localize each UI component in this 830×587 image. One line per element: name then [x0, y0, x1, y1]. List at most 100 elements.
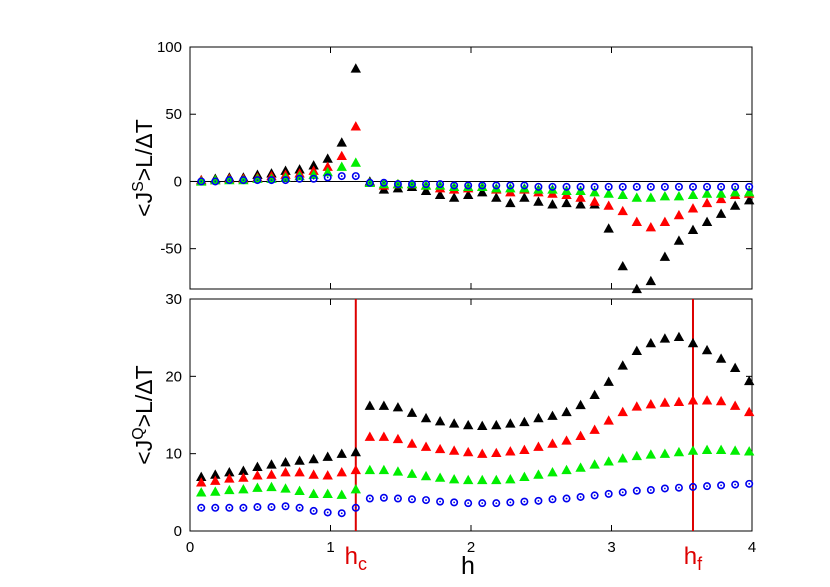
top-point-center-series-3: [467, 184, 470, 187]
top-point-center-series-3: [270, 179, 273, 182]
top-point-series-2: [547, 184, 558, 194]
top-point-center-series-3: [523, 184, 526, 187]
bottom-point-series-2: [210, 486, 221, 496]
bottom-point-series-2: [350, 484, 361, 494]
bottom-point-center-series-3: [214, 506, 217, 509]
bottom-point-center-series-3: [692, 486, 694, 488]
bottom-point-series-2: [519, 471, 530, 482]
bottom-point-series-3: [422, 496, 431, 505]
top-point-series-0: [673, 235, 685, 245]
bottom-point-center-series-3: [734, 483, 737, 486]
bottom-point-series-3: [379, 493, 388, 502]
bottom-point-series-0: [322, 451, 333, 461]
top-point-center-series-3: [214, 180, 217, 183]
bottom-point-series-1: [266, 469, 277, 479]
reference-label-f: hf: [684, 543, 703, 574]
bottom-point-series-0: [294, 455, 305, 465]
bottom-point-center-series-3: [720, 484, 722, 487]
top-point-series-2: [589, 187, 600, 197]
bottom-point-series-2: [505, 473, 516, 484]
top-point-series-0: [434, 189, 446, 200]
top-point-series-3: [618, 182, 627, 191]
top-point-series-2: [533, 184, 544, 194]
xtick-label: 4: [748, 539, 756, 556]
bottom-point-series-2: [561, 464, 572, 475]
top-point-center-series-3: [411, 183, 413, 186]
bottom-point-series-3: [674, 483, 683, 492]
bottom-data-points: [196, 331, 755, 518]
bottom-point-series-0: [715, 353, 727, 363]
top-point-series-3: [225, 176, 234, 185]
bottom-point-series-1: [673, 396, 685, 407]
top-point-series-1: [336, 150, 347, 161]
bottom-point-series-1: [238, 472, 249, 482]
bottom-point-series-2: [406, 468, 418, 478]
top-point-series-2: [350, 157, 361, 167]
bottom-point-series-2: [673, 446, 685, 457]
top-point-series-3: [717, 182, 726, 191]
top-point-center-series-3: [439, 183, 441, 186]
top-point-center-series-3: [284, 179, 287, 182]
bottom-point-center-series-3: [495, 502, 498, 505]
bottom-point-center-series-3: [607, 492, 610, 495]
top-point-series-2: [659, 191, 671, 201]
top-point-series-3: [562, 182, 571, 191]
bottom-point-series-0: [448, 418, 460, 428]
bottom-point-series-1: [491, 447, 502, 458]
bottom-point-series-3: [576, 492, 585, 501]
bottom-point-series-0: [561, 406, 572, 417]
bottom-point-series-3: [562, 494, 571, 503]
bottom-point-series-2: [659, 448, 671, 458]
bottom-point-series-0: [238, 465, 249, 475]
top-point-center-series-3: [692, 185, 694, 188]
bottom-point-center-series-3: [481, 502, 484, 505]
bottom-point-series-0: [364, 400, 376, 410]
bottom-point-series-2: [617, 453, 628, 463]
bottom-point-series-1: [224, 473, 235, 483]
top-point-center-series-3: [537, 185, 540, 188]
top-y-axis-label: <JS>L/ΔT: [130, 119, 157, 217]
top-point-series-0: [743, 195, 755, 205]
bottom-point-series-2: [533, 469, 544, 479]
bottom-point-series-0: [406, 407, 418, 417]
bottom-point-series-1: [196, 477, 207, 487]
top-point-series-2: [743, 187, 755, 197]
bottom-point-center-series-3: [649, 489, 652, 491]
bottom-point-series-0: [589, 389, 600, 400]
top-point-center-series-3: [734, 185, 737, 188]
bottom-point-series-3: [520, 497, 529, 506]
top-point-center-series-3: [354, 175, 357, 177]
bottom-plot-frame: [189, 298, 753, 532]
bottom-point-series-2: [743, 446, 755, 456]
top-point-center-series-3: [397, 183, 399, 186]
bottom-point-series-0: [575, 399, 586, 410]
top-point-center-series-3: [706, 185, 708, 188]
top-ytick-label: -50: [160, 241, 182, 258]
top-point-series-3: [295, 174, 304, 183]
top-point-series-1: [687, 203, 699, 213]
bottom-point-center-series-3: [228, 506, 231, 509]
top-point-series-3: [492, 181, 501, 190]
bottom-point-series-3: [632, 486, 641, 495]
bottom-point-series-3: [351, 503, 360, 512]
bottom-point-series-3: [197, 503, 206, 512]
top-point-series-2: [505, 182, 516, 193]
top-point-center-series-3: [326, 176, 329, 179]
bottom-point-series-1: [392, 433, 404, 444]
top-point-center-series-3: [312, 177, 315, 180]
top-point-series-3: [351, 172, 360, 181]
bottom-ytick-label: 20: [165, 368, 182, 385]
reference-label-main: h: [345, 543, 358, 570]
bottom-point-series-2: [687, 445, 699, 455]
top-point-series-3: [604, 182, 613, 191]
top-ytick-label: 50: [165, 106, 182, 123]
bottom-ylabel-main: <J: [131, 440, 157, 465]
top-point-series-2: [336, 161, 347, 171]
bottom-point-series-3: [688, 482, 697, 491]
bottom-point-center-series-3: [537, 499, 540, 502]
bottom-point-series-0: [477, 420, 488, 430]
reference-label-c: hc: [345, 543, 367, 574]
bottom-point-series-0: [462, 419, 474, 430]
top-point-center-series-3: [551, 185, 554, 188]
top-point-series-3: [632, 182, 641, 191]
